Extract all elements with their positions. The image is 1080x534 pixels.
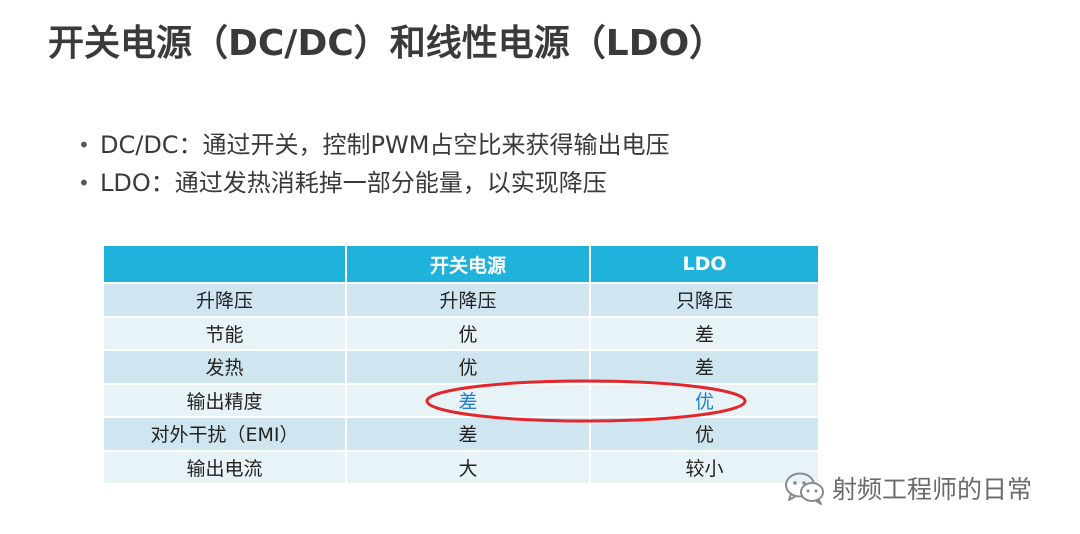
cell-switching: 优 [346,315,591,350]
wechat-icon [785,472,824,505]
cell-ldo-highlighted: 优 [590,382,818,417]
cell-ldo: 只降压 [590,282,818,317]
bullet-list: • DC/DC：通过开关，控制PWM占空比来获得输出电压 • LDO：通过发热消… [78,126,669,202]
table-row: 输出精度 差 优 [104,382,818,417]
header-cell-ldo: LDO [590,246,818,283]
header-cell-empty [104,246,347,283]
table-row: 节能 优 差 [104,315,818,350]
table-row: 发热 优 差 [104,349,818,384]
header-cell-switching: 开关电源 [346,246,591,283]
bullet-item-dcdc: • DC/DC：通过开关，控制PWM占空比来获得输出电压 [78,126,669,164]
row-label: 升降压 [104,282,347,317]
bullet-item-ldo: • LDO：通过发热消耗掉一部分能量，以实现降压 [78,164,669,202]
bullet-marker: • [78,133,90,157]
cell-ldo: 差 [590,349,818,384]
watermark-text: 射频工程师的日常 [832,475,1033,504]
slide-title: 开关电源（DC/DC）和线性电源（LDO） [48,23,726,64]
bullet-text-dcdc: DC/DC：通过开关，控制PWM占空比来获得输出电压 [100,131,670,159]
cell-switching-highlighted: 差 [346,382,591,417]
cell-switching: 升降压 [346,282,591,317]
row-label: 输出电流 [104,449,347,483]
cell-switching: 大 [346,449,591,483]
watermark: 射频工程师的日常 [784,470,1032,506]
cell-switching: 差 [346,416,591,451]
row-label: 对外干扰（EMI） [104,416,347,451]
table-row: 输出电流 大 较小 [104,449,818,483]
comparison-table: 开关电源 LDO 升降压 升降压 只降压 节能 优 差 发热 优 差 输出精度 [104,246,818,483]
table-header-row: 开关电源 LDO [104,246,818,283]
table-row: 升降压 升降压 只降压 [104,282,818,317]
cell-ldo: 优 [590,416,818,451]
bullet-text-ldo: LDO：通过发热消耗掉一部分能量，以实现降压 [100,169,607,197]
row-label: 发热 [104,349,347,384]
bullet-marker: • [78,171,90,195]
table-row: 对外干扰（EMI） 差 优 [104,416,818,451]
cell-ldo: 较小 [590,449,818,483]
cell-switching: 优 [346,349,591,384]
row-label: 输出精度 [104,382,347,417]
row-label: 节能 [104,315,347,350]
cell-ldo: 差 [590,315,818,350]
